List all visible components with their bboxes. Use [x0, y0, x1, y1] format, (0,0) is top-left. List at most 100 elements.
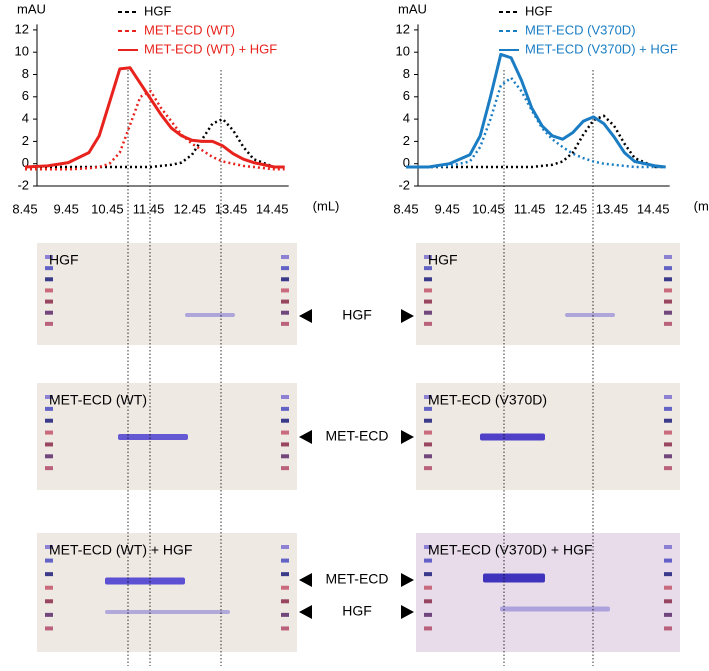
ladder-band [45, 266, 53, 271]
ladder-band [664, 545, 672, 549]
arrow [401, 430, 414, 444]
ladder-band [664, 406, 672, 411]
gel [416, 383, 680, 490]
ladder-band [281, 299, 289, 304]
gel-band [565, 313, 615, 317]
arrow [401, 573, 414, 587]
gel [37, 243, 297, 345]
gel [37, 533, 297, 652]
legend-label: MET-ECD (V370D) [525, 22, 636, 37]
marker-label: MET-ECD [326, 428, 389, 444]
y-tick-label: -2 [398, 177, 410, 192]
ladder-band [45, 585, 53, 590]
x-tick-label: 11.45 [133, 201, 165, 216]
x-tick-label: 11.45 [514, 201, 546, 216]
x-tick-label: 9.45 [54, 201, 79, 216]
ladder-band [45, 545, 53, 549]
ladder-band [664, 558, 672, 563]
ladder-band [424, 599, 432, 604]
ladder-band [281, 277, 289, 282]
arrow [299, 605, 312, 619]
ladder-band [424, 558, 432, 563]
ladder-band [281, 545, 289, 549]
y-tick-label: 0 [22, 155, 29, 170]
ladder-band [281, 442, 289, 447]
x-tick-label: 14.45 [637, 201, 670, 216]
y-tick-label: 10 [396, 44, 410, 59]
ladder-band [424, 299, 432, 304]
ladder-band [281, 585, 289, 590]
ladder-band [664, 288, 672, 293]
y-tick-label: 2 [403, 133, 410, 148]
ladder-band [281, 430, 289, 435]
ladder-band [281, 454, 289, 459]
y-tick-label: 4 [22, 111, 29, 126]
ladder-band [45, 430, 53, 435]
x-tick-label: 12.45 [174, 201, 207, 216]
ladder-band [45, 442, 53, 447]
series-line [406, 76, 666, 169]
gel [416, 533, 680, 652]
legend-label: MET-ECD (WT) + HGF [144, 41, 277, 56]
ladder-band [424, 454, 432, 459]
y-tick-label: 8 [403, 66, 410, 81]
ladder-band [45, 406, 53, 411]
series-line [24, 66, 285, 169]
ladder-band [281, 288, 289, 293]
y-tick-label: -2 [17, 177, 29, 192]
ladder-band [45, 395, 53, 399]
arrow [299, 573, 312, 587]
ladder-band [281, 266, 289, 271]
gel-band [483, 573, 545, 583]
ladder-band [424, 442, 432, 447]
ladder-band [424, 266, 432, 271]
y-axis-label: mAU [398, 1, 427, 16]
ladder-band [281, 418, 289, 423]
ladder-band [281, 558, 289, 563]
legend-label: MET-ECD (WT) [144, 22, 235, 37]
ladder-band [45, 321, 53, 326]
gel-band [185, 313, 235, 317]
gel-band [480, 433, 545, 441]
ladder-band [664, 612, 672, 617]
ladder-band [664, 454, 672, 459]
arrow [299, 430, 312, 444]
gel-band [105, 577, 185, 585]
ladder-band [424, 418, 432, 423]
ladder-band [281, 599, 289, 604]
x-tick-label: 8.45 [12, 201, 37, 216]
ladder-band [45, 255, 53, 259]
ladder-band [281, 310, 289, 315]
ladder-band [664, 395, 672, 399]
gel-band [500, 606, 610, 612]
ladder-band [45, 418, 53, 423]
ladder-band [45, 466, 53, 471]
y-axis-label: mAU [17, 1, 46, 16]
ladder-band [664, 626, 672, 631]
ladder-band [45, 599, 53, 604]
y-tick-label: 12 [15, 21, 29, 36]
arrow [401, 309, 414, 323]
ladder-band [664, 430, 672, 435]
ladder-band [45, 626, 53, 631]
gel-label: MET-ECD (V370D) + HGF [428, 542, 593, 558]
marker-label: HGF [342, 307, 372, 323]
y-tick-label: 12 [396, 21, 410, 36]
gel-label: HGF [428, 252, 458, 268]
x-tick-label: 13.45 [596, 201, 629, 216]
x-tick-label: 14.45 [256, 201, 289, 216]
series-line [406, 114, 666, 169]
x-axis-label: (mL) [313, 198, 340, 213]
ladder-band [45, 558, 53, 563]
ladder-band [664, 585, 672, 590]
ladder-band [45, 310, 53, 315]
ladder-band [45, 299, 53, 304]
marker-label: HGF [342, 603, 372, 619]
marker-label: MET-ECD [326, 571, 389, 587]
ladder-band [281, 395, 289, 399]
legend-label: HGF [144, 3, 172, 18]
ladder-band [424, 572, 432, 577]
gel-label: MET-ECD (V370D) [428, 392, 547, 408]
legend-label: HGF [525, 3, 553, 18]
ladder-band [281, 406, 289, 411]
